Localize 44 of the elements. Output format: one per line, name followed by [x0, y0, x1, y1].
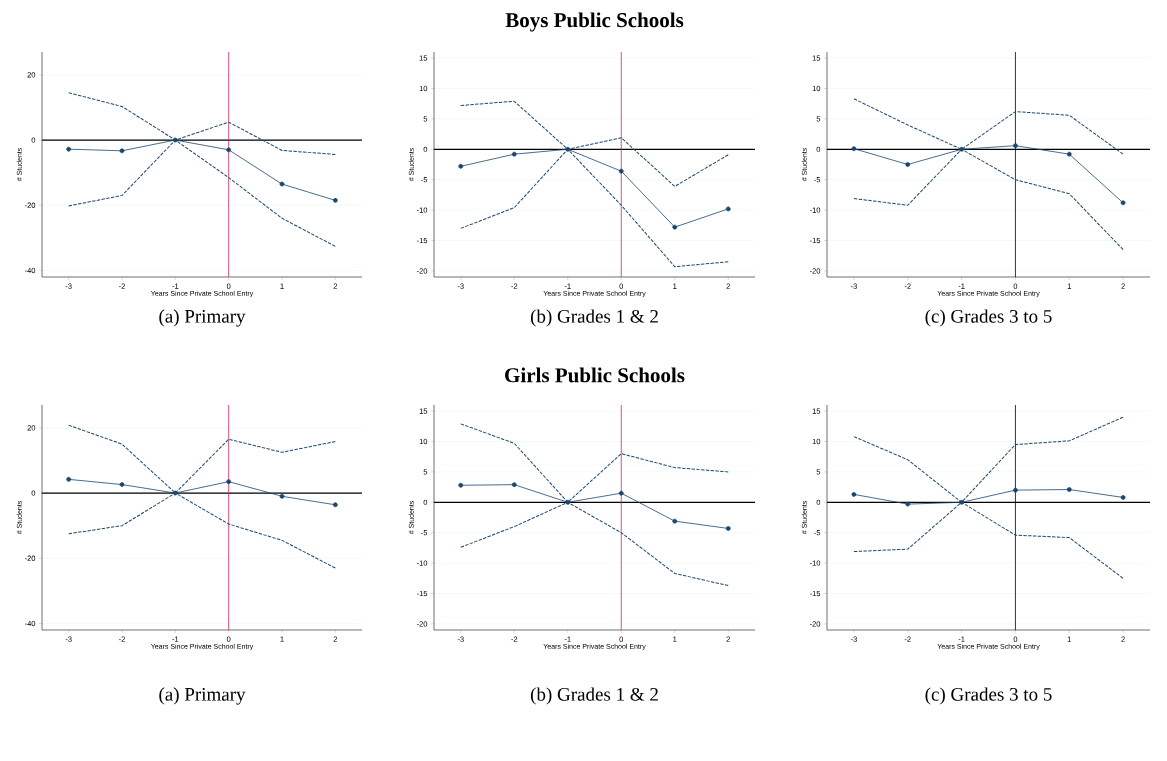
- point: [279, 493, 285, 499]
- point: [226, 479, 232, 485]
- point: [725, 206, 731, 212]
- point: [618, 168, 624, 174]
- point: [1120, 200, 1126, 206]
- point: [511, 482, 517, 488]
- point: [565, 499, 571, 505]
- point: [458, 482, 464, 488]
- point: [672, 224, 678, 230]
- text: (c) Grades 3 to 5: [925, 687, 1052, 705]
- point: [851, 146, 857, 152]
- point: [959, 499, 964, 505]
- point: [226, 147, 232, 153]
- text: (a) Primary: [159, 309, 246, 327]
- point: [725, 526, 731, 531]
- point: [1120, 495, 1126, 500]
- point: [618, 490, 624, 496]
- point: [959, 146, 964, 152]
- point: [332, 197, 338, 203]
- point: [1013, 143, 1018, 149]
- point: [332, 502, 338, 508]
- point: [172, 490, 178, 496]
- point: [851, 491, 857, 497]
- point: [565, 146, 571, 152]
- text: (b) Grades 1 & 2: [530, 687, 658, 705]
- point: [172, 137, 178, 143]
- point: [511, 151, 517, 157]
- point: [672, 518, 678, 524]
- point: [66, 476, 72, 482]
- text: (c) Grades 3 to 5: [925, 309, 1052, 327]
- point: [905, 501, 911, 507]
- point: [905, 162, 911, 167]
- chart-title: Boys Public Schools: [505, 12, 684, 32]
- text: (b) Grades 1 & 2: [530, 309, 658, 327]
- point: [66, 146, 72, 152]
- point: [1066, 487, 1072, 492]
- point: [279, 181, 285, 187]
- text: (a) Primary: [159, 687, 246, 705]
- chart-title: Girls Public Schools: [505, 367, 685, 383]
- point: [458, 163, 464, 169]
- point: [1066, 151, 1072, 157]
- point: [1013, 487, 1018, 493]
- point: [119, 482, 125, 487]
- point: [119, 148, 125, 154]
